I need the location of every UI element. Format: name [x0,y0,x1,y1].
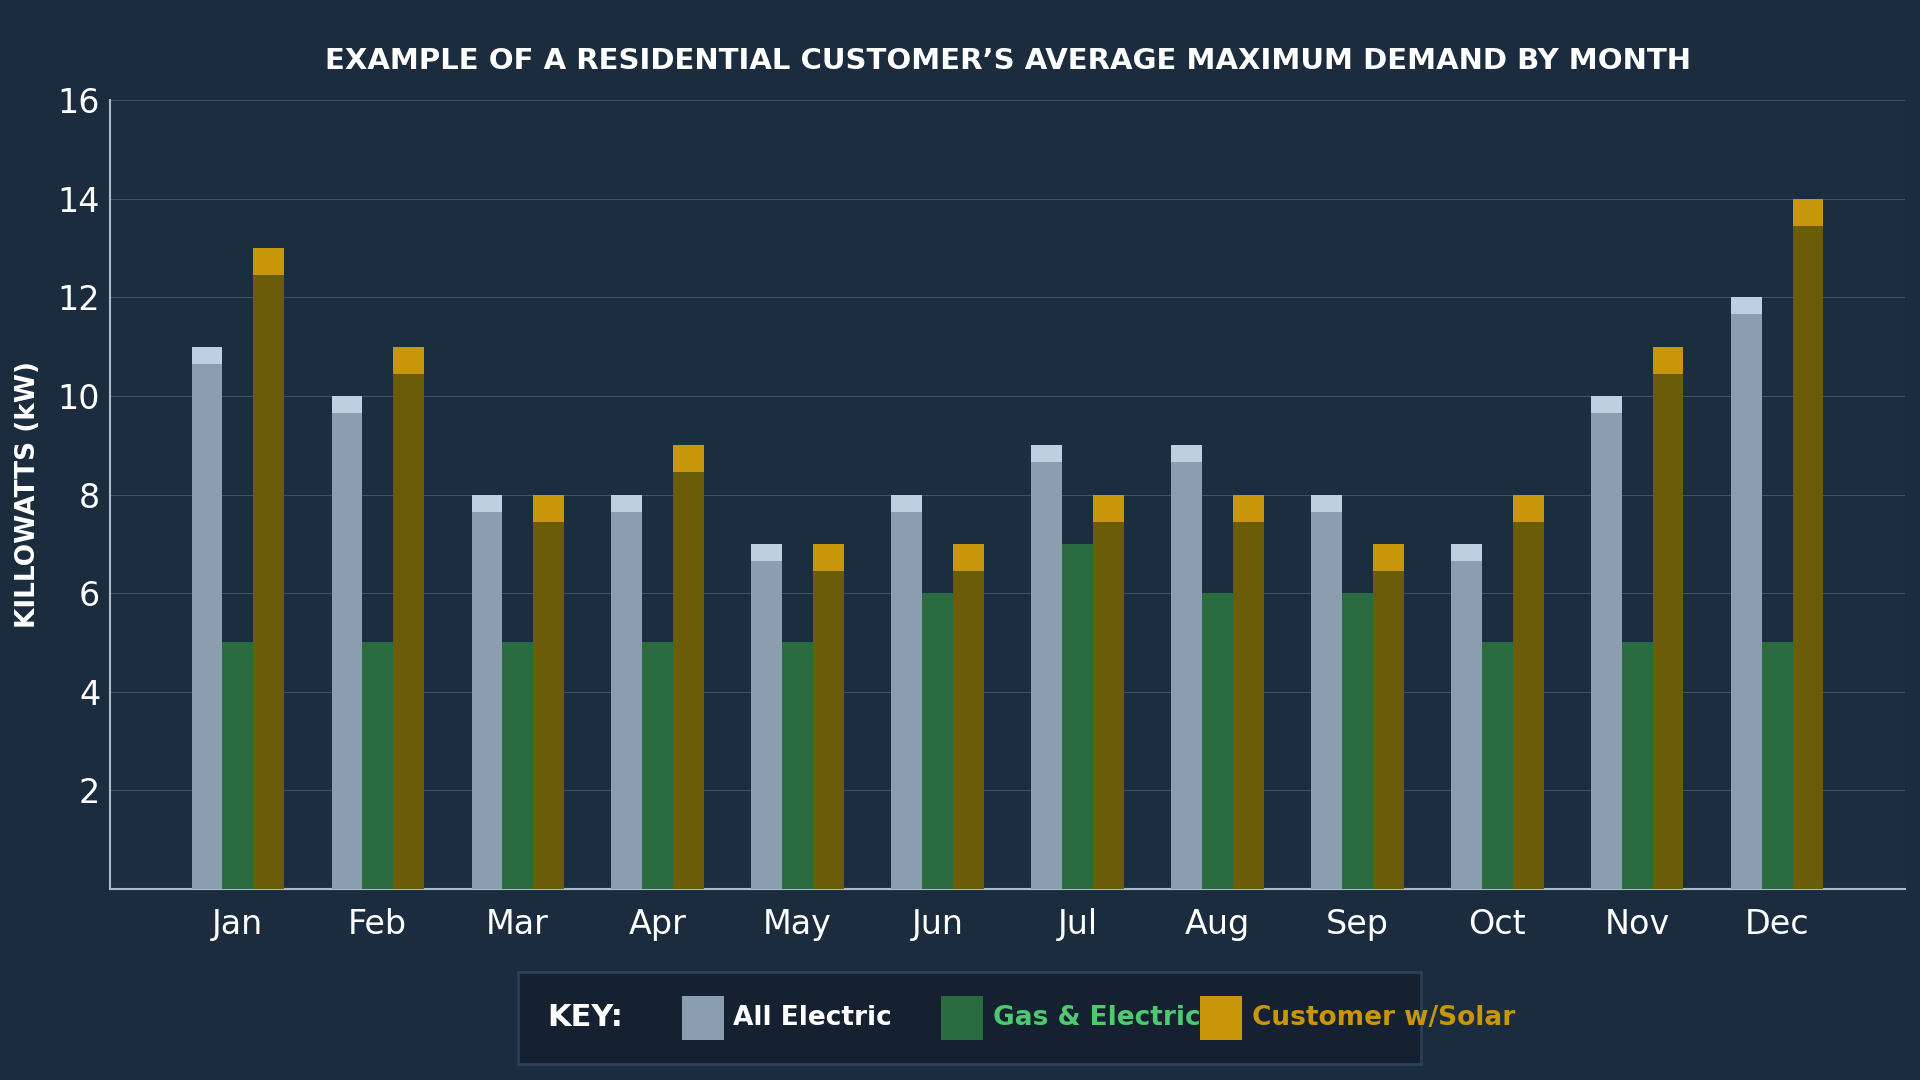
Bar [1793,199,1824,889]
Title: EXAMPLE OF A RESIDENTIAL CUSTOMER’S AVERAGE MAXIMUM DEMAND BY MONTH: EXAMPLE OF A RESIDENTIAL CUSTOMER’S AVER… [324,48,1690,76]
Bar [611,495,643,512]
Bar [1482,643,1513,889]
Bar [503,643,534,889]
Bar [643,643,674,889]
Bar [332,396,363,889]
Bar [1311,495,1342,512]
Bar [1592,396,1622,414]
Bar [1452,544,1482,889]
Bar [472,495,503,512]
Bar [1311,495,1342,889]
Bar [192,347,223,889]
Bar [1732,297,1763,314]
Bar [192,347,223,364]
Bar [1373,544,1404,571]
Bar [952,544,983,571]
Bar [253,248,284,275]
Bar [922,593,952,889]
Bar [1031,445,1062,462]
Bar [1793,199,1824,226]
Bar [1092,495,1123,522]
Bar [1622,643,1653,889]
Bar [1513,495,1544,889]
Bar [1653,347,1684,889]
Bar [611,495,643,889]
Text: KEY:: KEY: [547,1003,624,1032]
Bar [472,495,503,889]
Bar [1062,544,1092,889]
Bar [363,643,394,889]
Bar [253,248,284,889]
Bar [891,495,922,889]
Bar [394,347,424,374]
Bar [812,544,843,571]
Bar [674,445,705,889]
Text: Customer w/Solar: Customer w/Solar [1252,1004,1515,1031]
Bar [1452,544,1482,562]
Bar [781,643,812,889]
Bar [1233,495,1263,522]
Bar [891,495,922,512]
Bar [1653,347,1684,374]
Bar [394,347,424,889]
Bar [534,495,564,889]
Bar [1202,593,1233,889]
Bar [812,544,843,889]
Bar [952,544,983,889]
Bar [1592,396,1622,889]
Bar [1171,445,1202,462]
Text: All Electric: All Electric [733,1004,893,1031]
Bar [223,643,253,889]
Bar [751,544,781,889]
Bar [332,396,363,414]
Bar [1171,445,1202,889]
Y-axis label: KILLOWATTS (kW): KILLOWATTS (kW) [15,361,40,627]
Bar [1513,495,1544,522]
Bar [1092,495,1123,889]
Bar [1031,445,1062,889]
Bar [751,544,781,562]
Bar [674,445,705,472]
Bar [1763,643,1793,889]
Text: Gas & Electric: Gas & Electric [993,1004,1200,1031]
Bar [1233,495,1263,889]
Bar [534,495,564,522]
Bar [1373,544,1404,889]
Bar [1342,593,1373,889]
Bar [1732,297,1763,889]
